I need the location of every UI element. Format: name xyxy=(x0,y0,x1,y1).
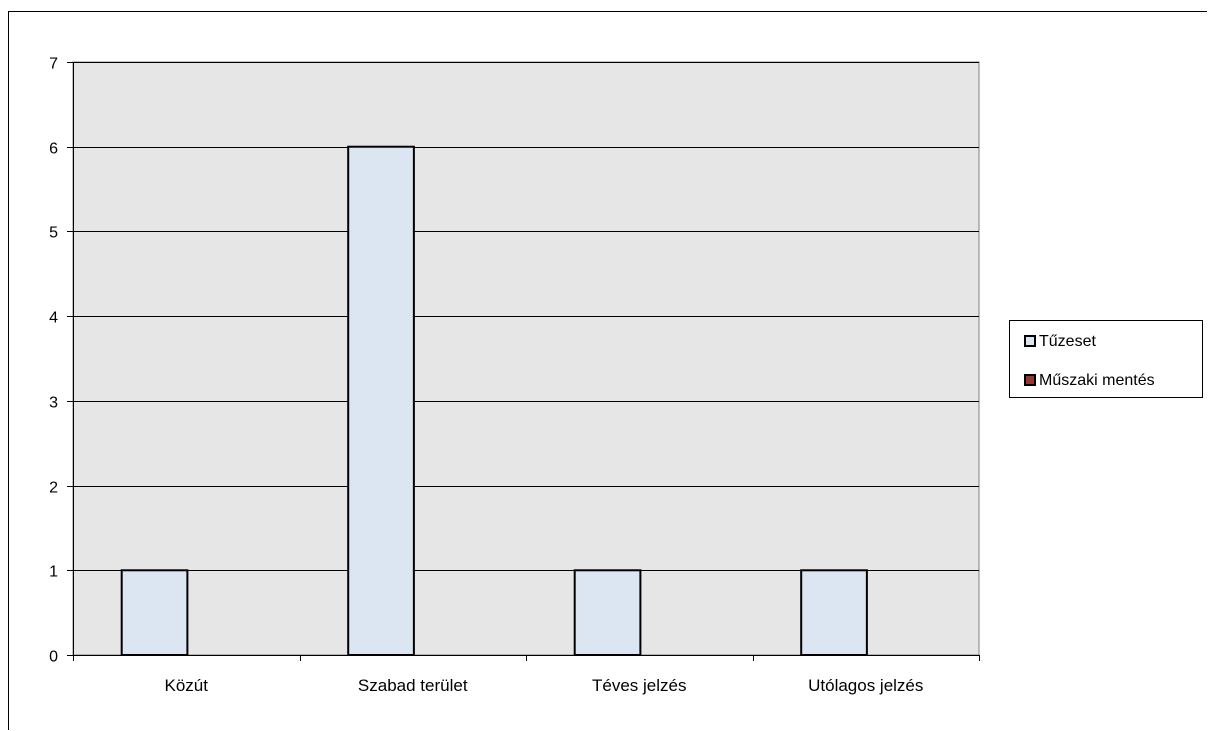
legend-label-tuzeset: Tűzeset xyxy=(1039,333,1096,350)
y-tick-label: 2 xyxy=(49,480,58,497)
bar xyxy=(800,569,868,656)
legend-item-tuzeset: Tűzeset xyxy=(1024,333,1096,351)
legend-swatch-muszaki-mentes xyxy=(1024,373,1036,386)
plot-area: 0 1 2 3 4 5 6 7 Közút Szabad terület Téves jelzés U… xyxy=(49,56,980,695)
bar xyxy=(120,569,189,656)
chart-frame xyxy=(8,11,1207,730)
y-tick-label: 4 xyxy=(49,310,58,327)
x-tick-label: Utólagos jelzés xyxy=(808,676,923,695)
x-tick-label: Közút xyxy=(165,676,209,695)
y-tick-label: 7 xyxy=(49,56,58,73)
legend: Tűzeset Műszaki mentés xyxy=(1009,320,1203,398)
x-tick-label: Téves jelzés xyxy=(592,676,686,695)
y-tick-label: 0 xyxy=(49,649,58,666)
x-tick-label: Szabad terület xyxy=(358,676,468,695)
legend-item-muszaki-mentes: Műszaki mentés xyxy=(1024,372,1155,390)
y-tick-label: 3 xyxy=(49,395,58,412)
plot-background xyxy=(72,61,980,656)
legend-label-muszaki-mentes: Műszaki mentés xyxy=(1039,372,1155,389)
y-tick-label: 6 xyxy=(49,141,58,158)
bar xyxy=(347,145,415,656)
y-tick-label: 1 xyxy=(49,564,58,581)
y-tick-label: 5 xyxy=(49,225,58,242)
bar xyxy=(573,569,642,656)
legend-swatch-tuzeset xyxy=(1024,334,1036,347)
